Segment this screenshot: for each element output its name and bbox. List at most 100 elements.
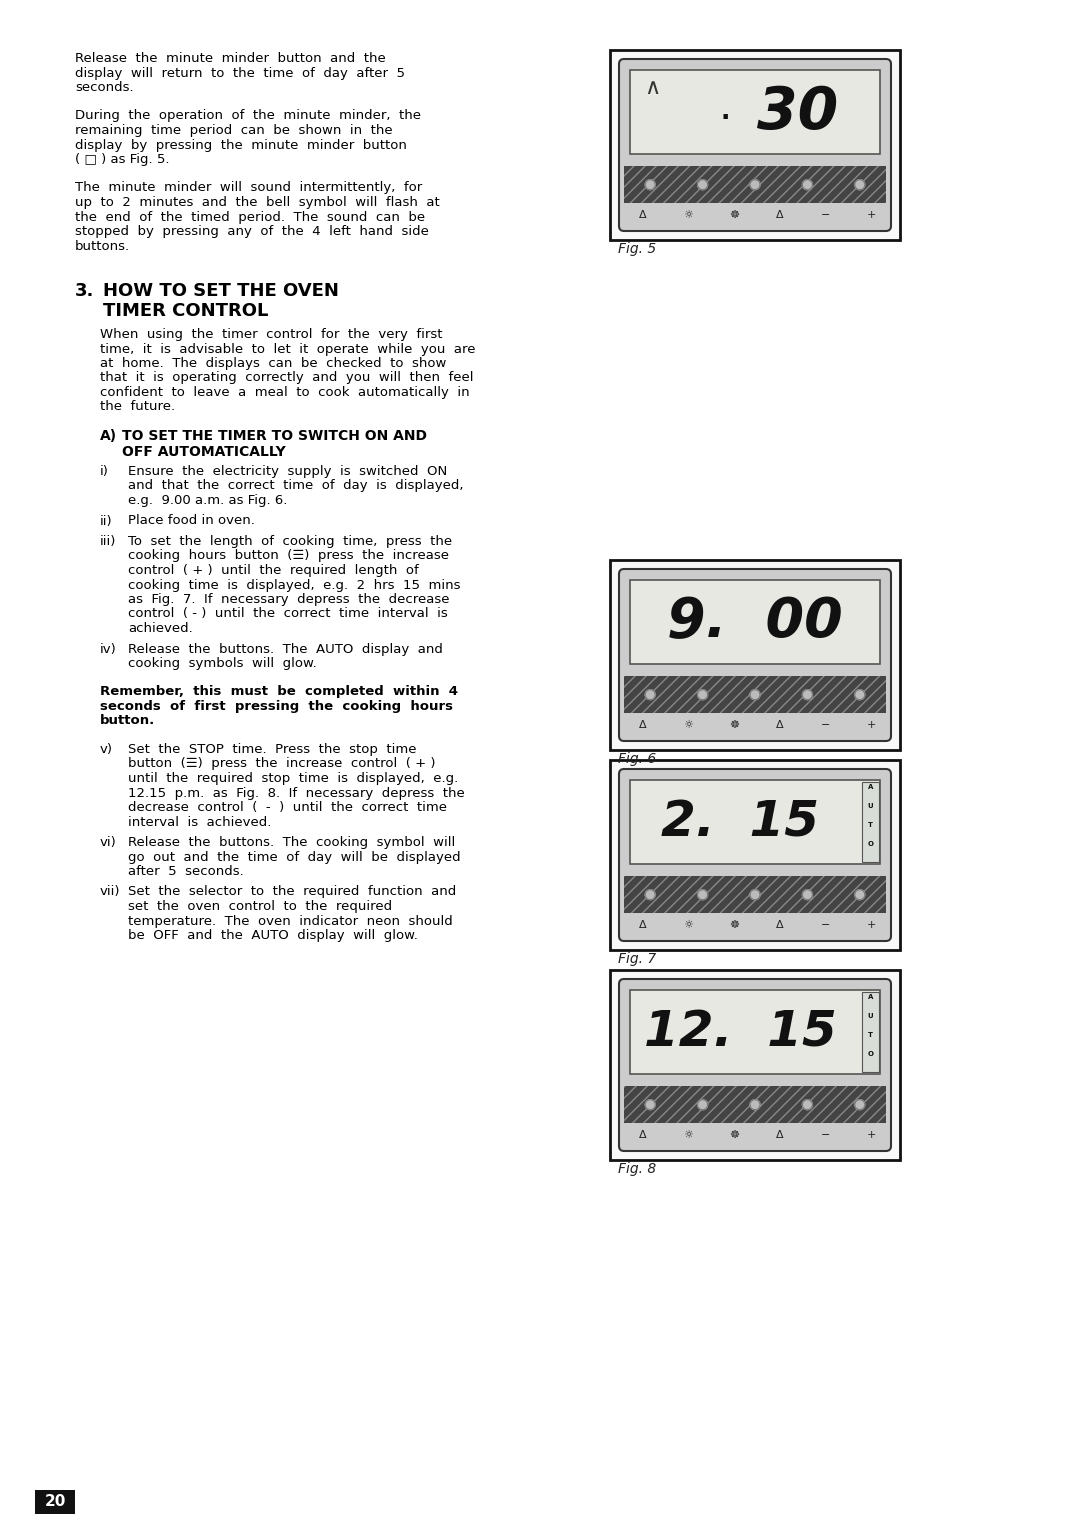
Text: 2.  15: 2. 15 (661, 798, 819, 847)
Circle shape (750, 889, 760, 900)
Text: until  the  required  stop  time  is  displayed,  e.g.: until the required stop time is displaye… (129, 772, 458, 785)
Text: ☸: ☸ (729, 209, 739, 220)
Text: remaining  time  period  can  be  shown  in  the: remaining time period can be shown in th… (75, 124, 393, 138)
Text: the  end  of  the  timed  period.  The  sound  can  be: the end of the timed period. The sound c… (75, 211, 426, 223)
Text: button  (☰)  press  the  increase  control  ( + ): button (☰) press the increase control ( … (129, 758, 435, 770)
Text: When  using  the  timer  control  for  the  very  first: When using the timer control for the ver… (100, 329, 443, 341)
Text: ( □ ) as Fig. 5.: ( □ ) as Fig. 5. (75, 153, 170, 167)
Text: Set  the  selector  to  the  required  function  and: Set the selector to the required functio… (129, 886, 456, 898)
Circle shape (854, 1100, 865, 1109)
FancyBboxPatch shape (610, 759, 900, 950)
Text: .: . (720, 101, 730, 124)
Text: vi): vi) (100, 836, 117, 850)
Circle shape (698, 1100, 707, 1109)
Text: iii): iii) (100, 535, 117, 549)
Text: cooking  symbols  will  glow.: cooking symbols will glow. (129, 657, 316, 669)
Text: up  to  2  minutes  and  the  bell  symbol  will  flash  at: up to 2 minutes and the bell symbol will… (75, 196, 440, 209)
Text: A): A) (100, 429, 117, 443)
Text: 30: 30 (757, 84, 838, 141)
Bar (862, 782, 879, 862)
Text: ☼: ☼ (684, 920, 693, 929)
Text: Release  the  minute  minder  button  and  the: Release the minute minder button and the (75, 52, 386, 66)
Text: Fig. 7: Fig. 7 (618, 952, 657, 966)
Text: v): v) (100, 743, 113, 756)
Text: iv): iv) (100, 642, 117, 656)
Text: as  Fig.  7.  If  necessary  depress  the  decrease: as Fig. 7. If necessary depress the decr… (129, 593, 449, 607)
Circle shape (645, 1100, 656, 1109)
Text: ☼: ☼ (684, 209, 693, 220)
Text: button.: button. (100, 715, 156, 727)
Text: achieved.: achieved. (129, 622, 192, 636)
Circle shape (698, 889, 707, 900)
Text: Δ: Δ (777, 720, 784, 730)
Text: +: + (867, 209, 876, 220)
Text: TO SET THE TIMER TO SWITCH ON AND: TO SET THE TIMER TO SWITCH ON AND (122, 429, 427, 443)
Text: be  OFF  and  the  AUTO  display  will  glow.: be OFF and the AUTO display will glow. (129, 929, 418, 941)
Text: ☼: ☼ (684, 1129, 693, 1140)
Text: ☸: ☸ (729, 1129, 739, 1140)
Bar (630, 990, 880, 1074)
Circle shape (802, 689, 812, 700)
Text: go  out  and  the  time  of  day  will  be  displayed: go out and the time of day will be displ… (129, 851, 461, 863)
Text: i): i) (100, 465, 109, 478)
Bar (624, 167, 886, 203)
Text: and  that  the  correct  time  of  day  is  displayed,: and that the correct time of day is disp… (129, 480, 463, 492)
Bar (630, 581, 880, 665)
Text: O: O (867, 1051, 874, 1057)
Text: Δ: Δ (777, 209, 784, 220)
Text: A: A (868, 995, 874, 999)
Text: vii): vii) (100, 886, 121, 898)
Text: A: A (868, 784, 874, 790)
Text: Δ: Δ (777, 1129, 784, 1140)
Text: Place food in oven.: Place food in oven. (129, 515, 255, 527)
Text: seconds.: seconds. (75, 81, 134, 95)
Text: Release  the  buttons.  The  cooking  symbol  will: Release the buttons. The cooking symbol … (129, 836, 456, 850)
Text: at  home.  The  displays  can  be  checked  to  show: at home. The displays can be checked to … (100, 358, 446, 370)
Circle shape (802, 180, 812, 189)
Circle shape (698, 689, 707, 700)
Text: 12.  15: 12. 15 (644, 1008, 836, 1056)
Text: temperature.  The  oven  indicator  neon  should: temperature. The oven indicator neon sho… (129, 914, 453, 927)
Circle shape (802, 889, 812, 900)
Text: TIMER CONTROL: TIMER CONTROL (103, 303, 268, 319)
Text: Fig. 6: Fig. 6 (618, 752, 657, 766)
Circle shape (698, 180, 707, 189)
Circle shape (854, 889, 865, 900)
Text: ☼: ☼ (684, 720, 693, 730)
Text: −: − (821, 720, 831, 730)
Text: display  will  return  to  the  time  of  day  after  5: display will return to the time of day a… (75, 67, 405, 79)
Text: Set  the  STOP  time.  Press  the  stop  time: Set the STOP time. Press the stop time (129, 743, 417, 756)
Text: ☸: ☸ (729, 920, 739, 929)
Circle shape (750, 180, 760, 189)
FancyBboxPatch shape (619, 769, 891, 941)
Text: the  future.: the future. (100, 400, 175, 414)
Text: ii): ii) (100, 515, 112, 527)
Text: Remember,  this  must  be  completed  within  4: Remember, this must be completed within … (100, 686, 458, 698)
Text: e.g.  9.00 a.m. as Fig. 6.: e.g. 9.00 a.m. as Fig. 6. (129, 494, 287, 507)
Text: To  set  the  length  of  cooking  time,  press  the: To set the length of cooking time, press… (129, 535, 453, 549)
Text: ∧: ∧ (644, 78, 660, 98)
FancyBboxPatch shape (619, 568, 891, 741)
FancyBboxPatch shape (610, 559, 900, 750)
Text: −: − (821, 1129, 831, 1140)
Text: Δ: Δ (638, 1129, 646, 1140)
Text: ☸: ☸ (729, 720, 739, 730)
Text: stopped  by  pressing  any  of  the  4  left  hand  side: stopped by pressing any of the 4 left ha… (75, 225, 429, 238)
Bar (862, 992, 879, 1073)
Text: set  the  oven  control  to  the  required: set the oven control to the required (129, 900, 392, 914)
Text: +: + (867, 1129, 876, 1140)
Circle shape (750, 1100, 760, 1109)
Text: Δ: Δ (638, 920, 646, 929)
Text: after  5  seconds.: after 5 seconds. (129, 865, 244, 879)
Text: 9.  00: 9. 00 (667, 594, 842, 649)
Circle shape (854, 180, 865, 189)
Text: Ensure  the  electricity  supply  is  switched  ON: Ensure the electricity supply is switche… (129, 465, 447, 478)
Text: −: − (821, 920, 831, 929)
Bar (624, 1086, 886, 1123)
Text: Release  the  buttons.  The  AUTO  display  and: Release the buttons. The AUTO display an… (129, 642, 443, 656)
Circle shape (854, 689, 865, 700)
Bar (624, 675, 886, 714)
Text: +: + (867, 920, 876, 929)
Text: time,  it  is  advisable  to  let  it  operate  while  you  are: time, it is advisable to let it operate … (100, 342, 475, 356)
Text: Fig. 8: Fig. 8 (618, 1161, 657, 1177)
